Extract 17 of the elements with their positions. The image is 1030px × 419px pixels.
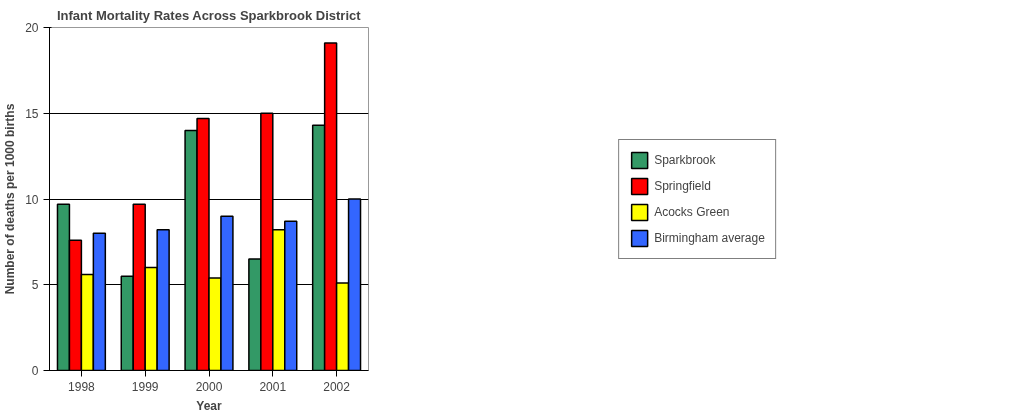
legend-label: Springfield xyxy=(654,178,711,193)
y-tick-label: 0 xyxy=(31,364,39,378)
y-tick-label: 20 xyxy=(25,21,39,35)
y-axis-title: Number of deaths per 1000 births xyxy=(3,103,18,295)
x-axis-title: Year xyxy=(196,398,223,413)
chart-title: Infant Mortality Rates Across Sparkbrook District xyxy=(56,7,362,23)
x-tick-label: 1999 xyxy=(131,379,159,394)
y-tick-label: 10 xyxy=(25,192,39,207)
x-tick-label: 2001 xyxy=(259,379,287,394)
legend-label: Birmingham average xyxy=(654,230,765,245)
y-tick-label: 5 xyxy=(31,278,39,293)
legend-label: Sparkbrook xyxy=(654,152,716,167)
x-tick-label: 2002 xyxy=(323,379,351,394)
y-tick-label: 15 xyxy=(25,106,39,121)
x-tick-label: 1998 xyxy=(68,379,96,394)
legend-label: Acocks Green xyxy=(654,204,730,219)
x-tick-label: 2000 xyxy=(195,379,223,394)
